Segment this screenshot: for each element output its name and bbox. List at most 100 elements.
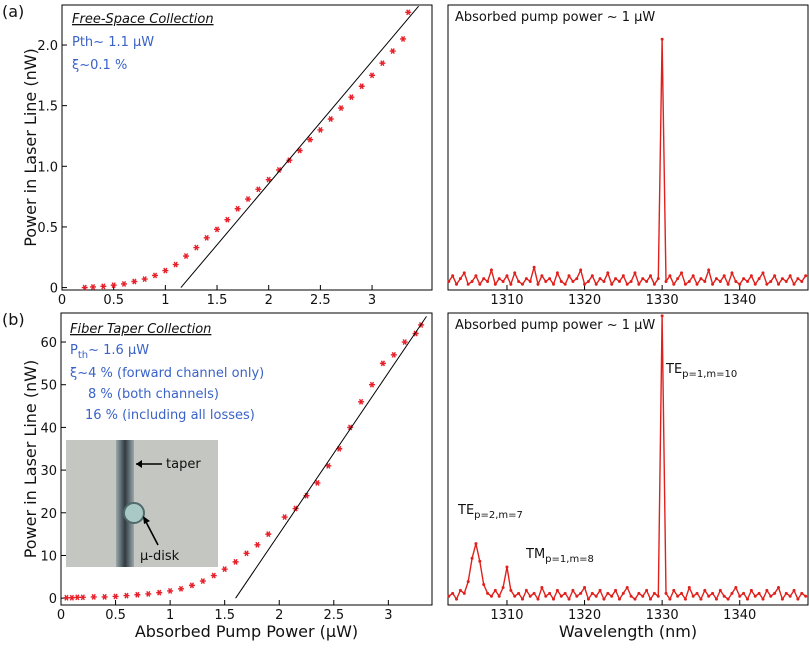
spectrum-point (792, 282, 796, 286)
spectrum-point (614, 588, 618, 592)
spectrum-point (804, 594, 808, 598)
annotation: TMp=1,m=8 (525, 547, 594, 565)
spectrum-point (555, 271, 559, 275)
spectrum-point (579, 268, 583, 272)
annotation-text: ξ~4 % (forward channel only) (70, 366, 264, 381)
spectrum-point (559, 279, 563, 283)
spectrum-point (649, 597, 652, 601)
star-marker (401, 339, 408, 345)
spectrum-point (649, 274, 652, 278)
star-marker (254, 541, 261, 548)
spectrum-point (548, 591, 552, 595)
annotation-text: Fiber Taper Collection (70, 322, 211, 337)
spectrum-point (672, 282, 676, 286)
y-tick-label: 0 (49, 592, 57, 607)
spectrum-point (641, 594, 645, 598)
star-marker (79, 594, 86, 601)
star-marker (100, 283, 107, 290)
x-tick-label: 1330 (646, 608, 679, 623)
annotation-text: P (70, 343, 78, 358)
star-marker (141, 276, 148, 283)
star-marker (167, 587, 174, 594)
spectrum-point (765, 282, 769, 286)
annotation-text: µ-disk (140, 549, 180, 564)
spectrum-point (804, 274, 808, 278)
spectrum-point (478, 559, 482, 563)
star-marker (193, 244, 200, 251)
spectrum-point (769, 279, 773, 283)
spectrum-point (621, 274, 625, 278)
x-tick-label: 1330 (646, 293, 679, 308)
spectrum-point (707, 594, 711, 598)
spectrum-point (777, 585, 781, 589)
x-tick-label: 3 (384, 608, 392, 623)
spectrum-point (447, 279, 451, 283)
spectrum-point (466, 282, 470, 286)
spectrum-point (780, 277, 784, 281)
spectrum-point (722, 274, 726, 278)
annotation-text: TE (457, 503, 474, 518)
spectrum-point (482, 583, 486, 587)
x-tick-label: 2.5 (323, 608, 344, 623)
spectrum-point (718, 279, 722, 283)
star-marker (317, 126, 324, 133)
star-marker (347, 424, 354, 431)
annotation: TEp=1,m=10 (665, 362, 737, 380)
spectrum-point (749, 588, 753, 592)
spectrum-point (745, 279, 749, 283)
spectrum-point (629, 279, 633, 283)
plot-area (81, 5, 419, 291)
annotation-text: Free-Space Collection (72, 12, 214, 27)
star-marker (281, 514, 288, 521)
annotation-text: Pth~ 1.1 µW (72, 35, 154, 50)
star-marker (90, 593, 97, 600)
spectrum-point (753, 594, 757, 598)
spectrum-point (641, 277, 645, 281)
star-marker (178, 585, 185, 592)
spectrum-point (714, 277, 718, 281)
spectrum-point (680, 271, 684, 275)
fit-line (235, 316, 427, 599)
spectrum-point (482, 277, 486, 281)
star-marker (389, 48, 396, 55)
x-tick-label: 1.5 (207, 293, 228, 308)
spectrum-point (486, 279, 490, 283)
annotation-text: TM (525, 547, 545, 562)
x-axis-label: Wavelength (nm) (559, 622, 697, 641)
star-marker (156, 589, 163, 596)
x-tick-label: 1340 (723, 608, 756, 623)
spectrum-point (474, 274, 478, 278)
y-axis-label: Power in Laser Line (nW) (21, 360, 40, 559)
panel-title: Absorbed pump power ~ 1 µW (455, 318, 655, 333)
spectrum-point (567, 274, 571, 278)
spectrum-point (660, 37, 664, 41)
spectrum-point (695, 591, 699, 595)
spectrum-point (614, 277, 618, 281)
spectrum-point (501, 585, 505, 589)
spectrum-point (730, 271, 734, 275)
annotation-text: TE (665, 362, 682, 377)
spectrum-point (691, 594, 695, 598)
spectrum-point (598, 277, 602, 281)
annotation: taper (166, 457, 201, 472)
spectrum-point (586, 279, 590, 283)
y-tick-label: 40 (40, 421, 57, 436)
spectrum-point (629, 594, 633, 598)
spectrum-point (520, 597, 524, 601)
x-tick-label: 1 (161, 293, 169, 308)
spectrum-point (466, 580, 470, 584)
plot-frame (447, 312, 809, 606)
spectrum-point (664, 591, 668, 595)
panel-title: Absorbed pump power ~ 1 µW (455, 10, 655, 25)
x-tick-label: 2 (265, 293, 273, 308)
annotation: ξ~4 % (forward channel only) (70, 366, 264, 381)
star-marker (172, 261, 179, 268)
spectrum-point (668, 274, 672, 278)
spectrum-point (734, 585, 738, 589)
spectrum-point (544, 279, 548, 283)
spectrum-point (563, 591, 567, 595)
spectrum-point (633, 597, 637, 601)
spectrum-point (645, 279, 649, 283)
spectrum-point (513, 271, 517, 275)
